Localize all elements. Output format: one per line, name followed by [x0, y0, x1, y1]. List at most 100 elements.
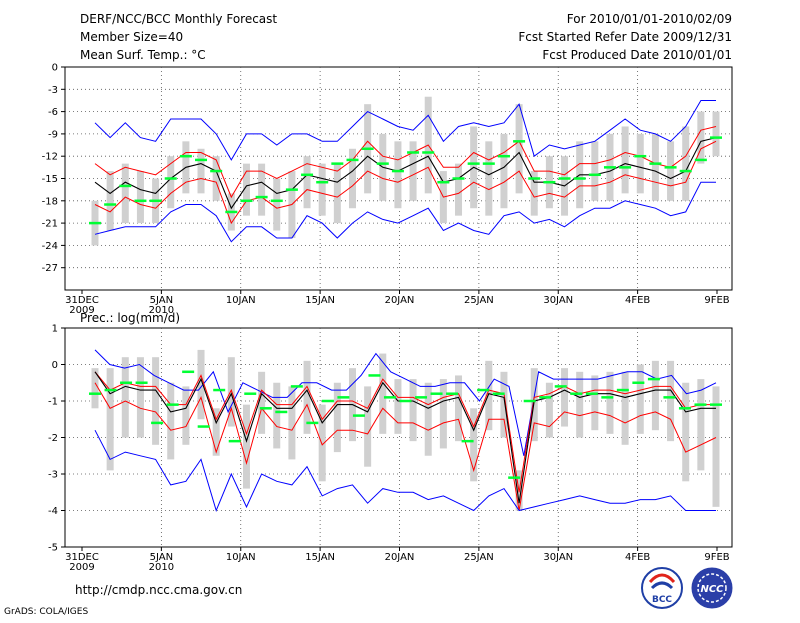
prec-series-lower_pct — [94, 382, 717, 511]
temp-spread-box — [682, 126, 690, 201]
prec-x-tick-label: 4FEB — [625, 552, 650, 563]
prec-spread-box — [106, 368, 114, 471]
bcc-logo: BCC — [641, 567, 683, 609]
temp-spread-box — [712, 111, 720, 157]
temp-y-tick-label: -18 — [42, 196, 58, 207]
prec-spread-box — [333, 382, 341, 453]
temp-spread-box — [515, 104, 523, 194]
temp-spread-box — [136, 171, 144, 224]
temp-spread-box — [167, 156, 175, 209]
temp-y-tick-label: -6 — [48, 107, 58, 118]
prec-spread-box — [364, 386, 372, 467]
prec-spread-box — [561, 368, 569, 427]
prec-x-tick-label: 25JAN — [464, 552, 494, 563]
prec-x-tick-label: 20JAN — [385, 552, 415, 563]
temp-spread-box — [197, 148, 205, 194]
temp-spread-box — [455, 163, 463, 216]
temp-spread-box — [651, 133, 659, 201]
temp-series-upper_pct — [94, 126, 717, 199]
prec-spread-box — [318, 404, 326, 482]
temp-x-tick-label: 9FEB — [704, 295, 729, 306]
prec-x-tick-label: 30JAN — [543, 552, 573, 563]
temp-y-tick-label: -9 — [48, 129, 58, 140]
prec-x-tick-label: 9FEB — [704, 552, 729, 563]
temp-x-tick-label: 30JAN — [543, 295, 573, 306]
temp-spread-box — [303, 156, 311, 209]
prec-spread-box — [545, 382, 553, 438]
temp-series-min — [94, 181, 716, 243]
prec-x-tick-label: 10JAN — [226, 552, 256, 563]
prec-spread-box — [409, 379, 417, 442]
prec-series-max — [94, 349, 717, 456]
grads-credit: GrADS: COLA/IGES — [4, 607, 88, 617]
prec-spread-box — [636, 364, 644, 434]
chart-title: DERF/NCC/BCC Monthly Forecast — [80, 12, 277, 26]
ncc-logo-text: NCC — [700, 584, 724, 595]
prec-spread-box — [121, 357, 129, 438]
precip-variable-label: Prec.: log(mm/d) — [80, 311, 180, 325]
temp-y-tick-label: -3 — [48, 85, 58, 96]
prec-y-tick-label: -1 — [48, 397, 58, 408]
prec-y-tick-label: -2 — [48, 433, 58, 444]
temp-spread-box — [273, 178, 281, 231]
temp-x-tick-label: 25JAN — [464, 295, 494, 306]
temp-x-tick-label: 15JAN — [305, 295, 335, 306]
temp-spread-box — [697, 111, 705, 164]
fcst-produced-date: Fcst Produced Date 2010/01/01 — [542, 48, 732, 62]
prec-spread-box — [273, 382, 281, 449]
prec-spread-box — [712, 386, 720, 507]
temp-x-tick-label: 31DEC — [65, 295, 99, 306]
temp-spread-box — [212, 156, 220, 201]
temp-spread-box — [530, 171, 538, 216]
prec-spread-box — [182, 386, 190, 445]
temp-spread-box — [667, 141, 675, 201]
member-size-label: Member Size=40 — [80, 30, 183, 44]
temp-spread-box — [258, 163, 266, 216]
temp-spread-box — [318, 163, 326, 216]
prec-series-min — [94, 429, 716, 512]
temp-spread-box — [636, 133, 644, 194]
prec-spread-box — [530, 368, 538, 442]
prec-x-tick-label: 31DEC — [65, 552, 99, 563]
temp-series-max — [94, 100, 716, 161]
prec-y-tick-label: 0 — [52, 360, 58, 371]
temp-y-tick-label: -21 — [42, 219, 58, 230]
temp-spread-box — [121, 163, 129, 224]
prec-spread-box — [439, 379, 447, 449]
prec-spread-box — [682, 382, 690, 482]
temp-y-tick-label: 0 — [52, 63, 58, 74]
temp-spread-box — [621, 126, 629, 194]
prec-spread-box — [606, 371, 614, 434]
prec-spread-box — [242, 404, 250, 489]
prec-spread-box — [651, 360, 659, 431]
temp-x-tick-label: 5JAN — [150, 295, 173, 306]
temp-spread-box — [409, 141, 417, 201]
prec-y-tick-label: -4 — [48, 506, 58, 517]
source-url[interactable]: http://cmdp.ncc.cma.gov.cn — [75, 583, 242, 597]
prec-x-tick-sublabel: 2009 — [69, 562, 94, 573]
temp-x-tick-label: 10JAN — [226, 295, 256, 306]
temp-spread-box — [485, 141, 493, 216]
temp-series-mean — [94, 137, 717, 210]
temp-series-lower_pct — [94, 140, 717, 225]
prec-y-tick-label: 1 — [52, 324, 58, 335]
prec-spread-box — [227, 357, 235, 427]
variable-label: Mean Surf. Temp.: °C — [80, 48, 206, 62]
temp-x-tick-label: 20JAN — [385, 295, 415, 306]
temp-spread-box — [242, 163, 250, 216]
prec-spread-box — [379, 353, 387, 434]
prec-x-tick-sublabel: 2010 — [149, 562, 174, 573]
bcc-logo-text: BCC — [652, 595, 672, 605]
prec-spread-box — [136, 357, 144, 438]
prec-spread-box — [424, 382, 432, 456]
prec-spread-box — [91, 368, 99, 409]
prec-spread-box — [288, 386, 296, 460]
prec-spread-box — [576, 371, 584, 438]
ncc-logo: NCC — [691, 567, 733, 609]
prec-spread-box — [621, 371, 629, 445]
prec-spread-box — [258, 371, 266, 434]
prec-spread-box — [455, 375, 463, 442]
